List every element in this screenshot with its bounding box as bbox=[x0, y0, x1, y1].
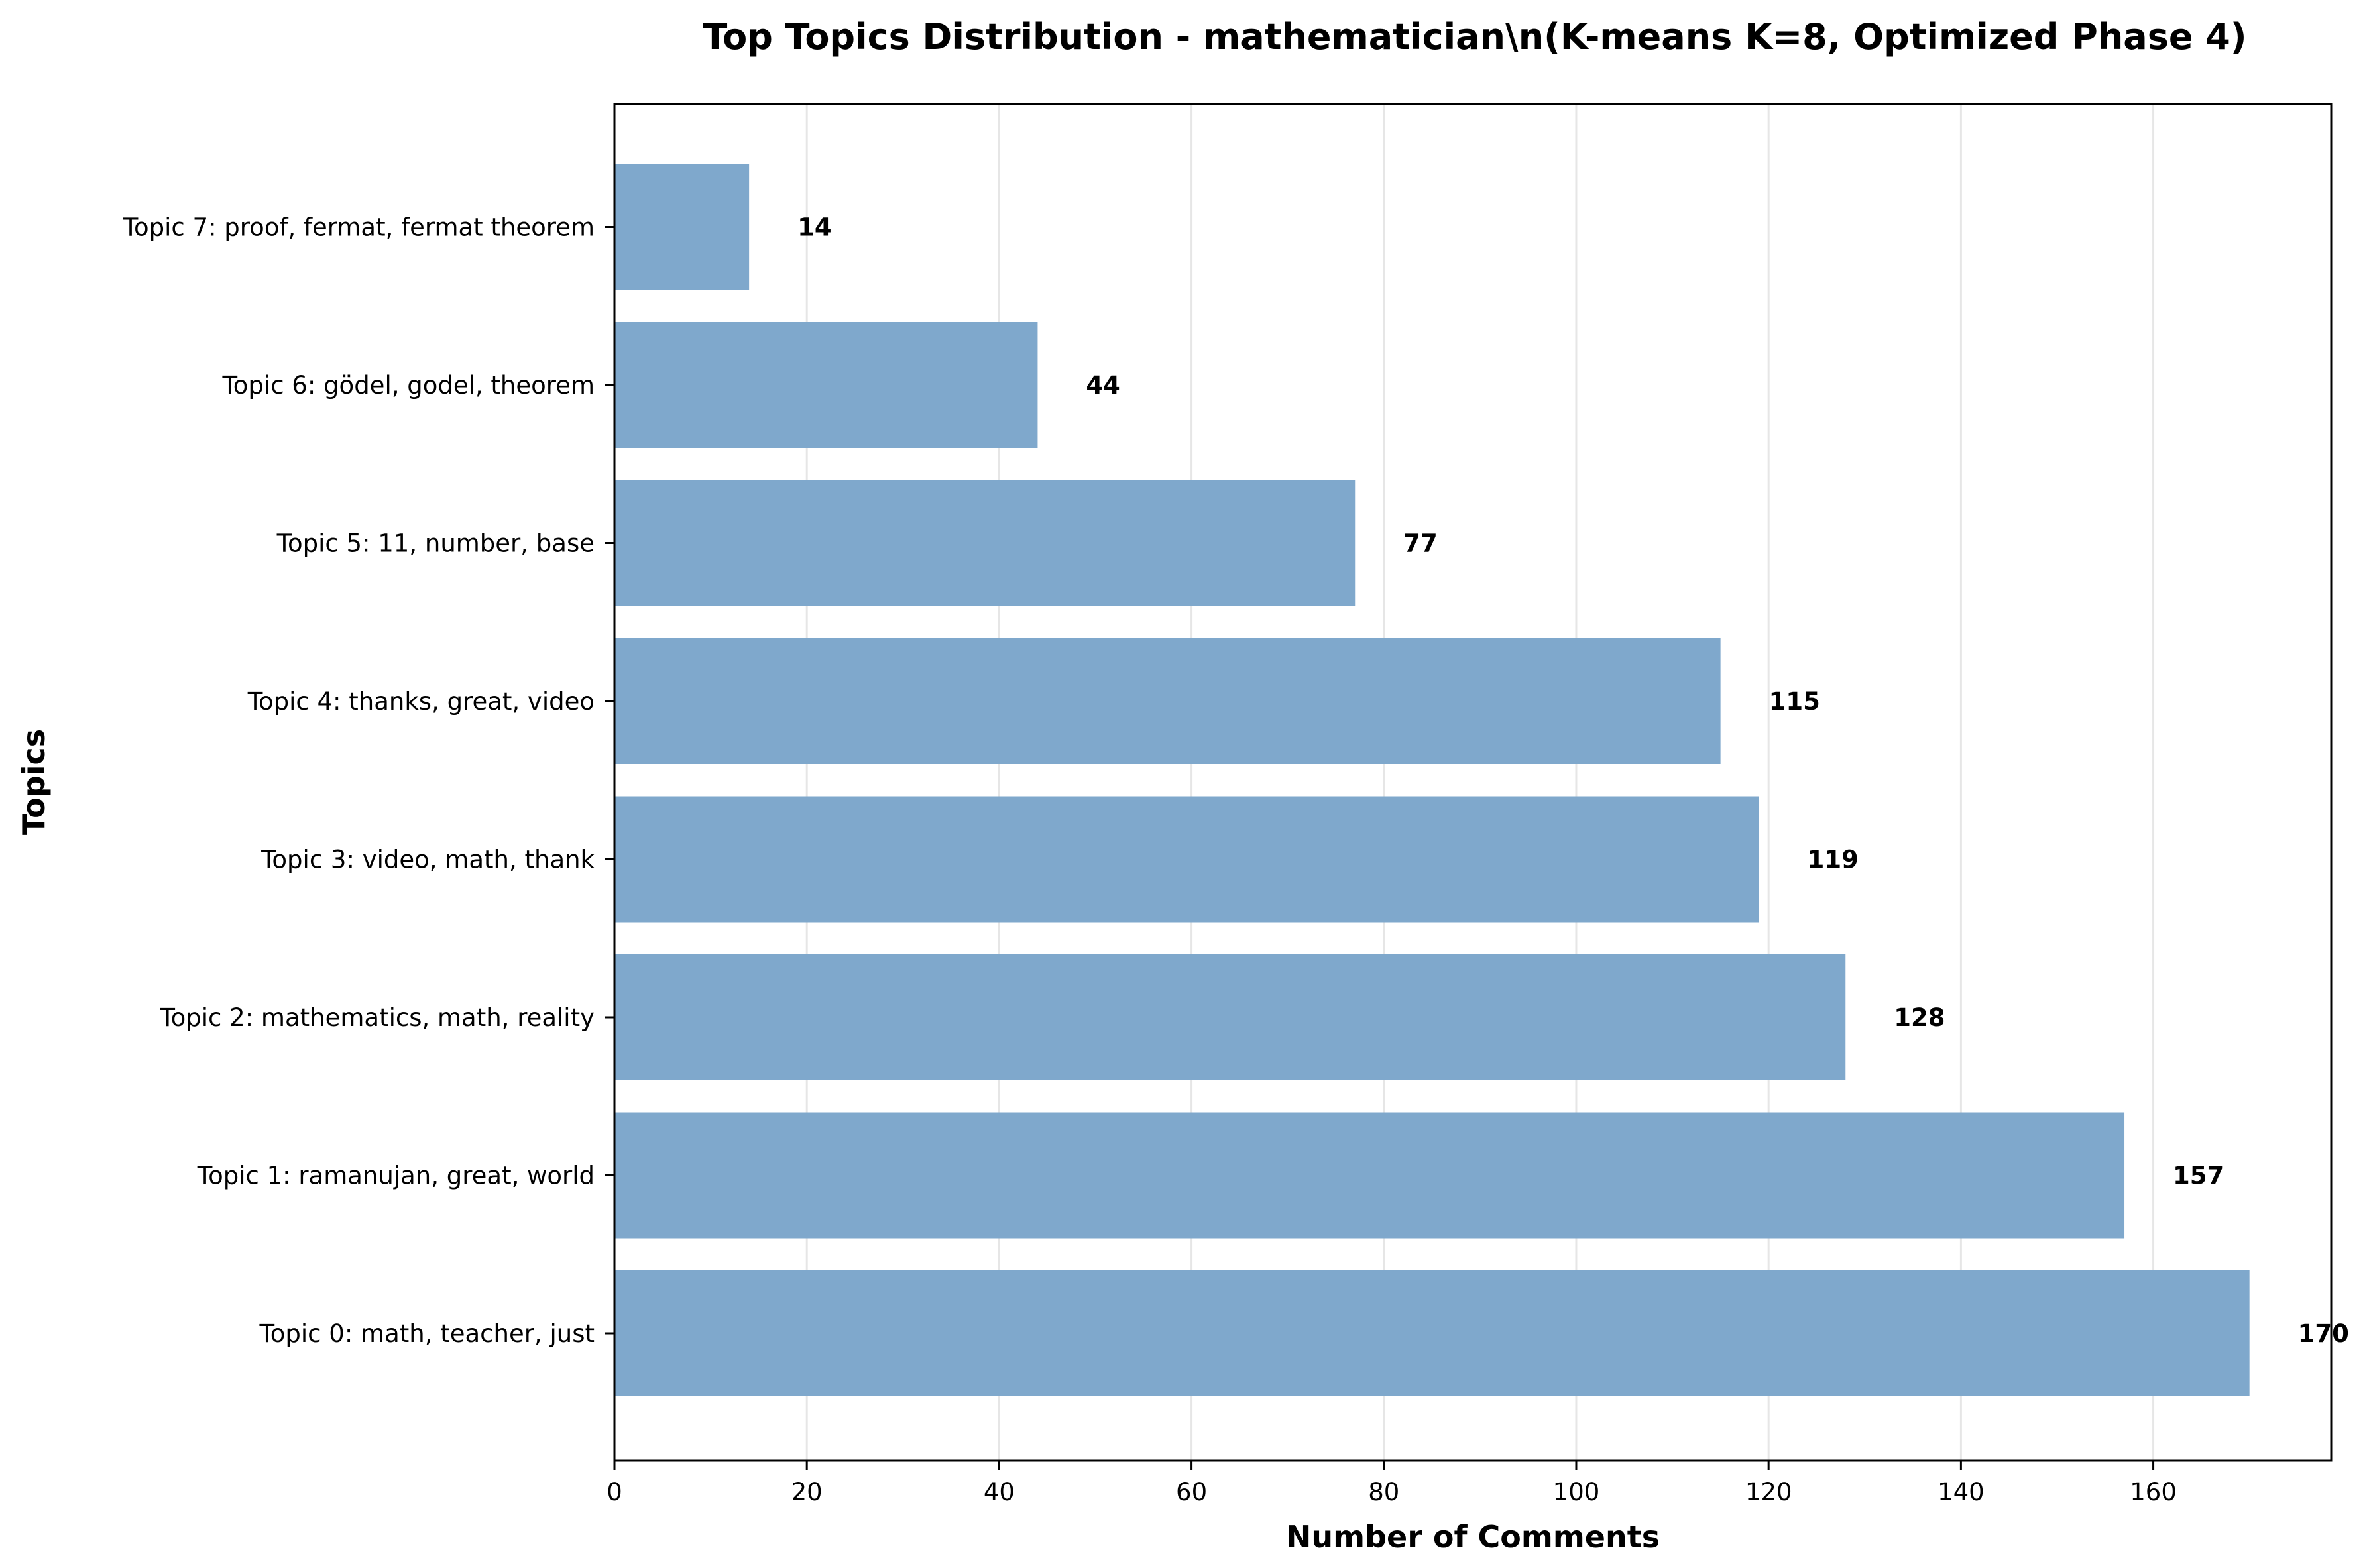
x-tick-label-120: 120 bbox=[1745, 1478, 1792, 1506]
data-label-topic-6: 44 bbox=[1086, 371, 1120, 400]
data-label-topic-4: 115 bbox=[1769, 687, 1820, 716]
x-tick-label-140: 140 bbox=[1937, 1478, 1985, 1506]
chart-title: Top Topics Distribution - mathematician\… bbox=[703, 16, 2246, 58]
y-tick-label-topic-7: Topic 7: proof, fermat, fermat theorem bbox=[123, 213, 595, 242]
bar-topic-2 bbox=[614, 954, 1846, 1080]
bars bbox=[614, 164, 2250, 1396]
data-label-topic-1: 157 bbox=[2173, 1162, 2224, 1190]
x-axis-label: Number of Comments bbox=[1286, 1519, 1660, 1555]
bar-topic-1 bbox=[614, 1112, 2125, 1239]
data-label-topic-0: 170 bbox=[2298, 1319, 2349, 1348]
x-tick-label-20: 20 bbox=[791, 1478, 823, 1506]
y-tick-label-topic-3: Topic 3: video, math, thank bbox=[260, 846, 595, 874]
bar-topic-5 bbox=[614, 480, 1356, 606]
x-tick-label-160: 160 bbox=[2130, 1478, 2177, 1506]
bar-topic-4 bbox=[614, 638, 1721, 764]
x-tick-label-80: 80 bbox=[1368, 1478, 1399, 1506]
x-axis-ticks: 0 20 40 60 80 100 120 140 160 bbox=[606, 1461, 2177, 1506]
data-label-topic-5: 77 bbox=[1403, 530, 1438, 558]
y-tick-label-topic-2: Topic 2: mathematics, math, reality bbox=[159, 1003, 595, 1032]
data-labels: 170 157 128 119 115 77 44 14 bbox=[797, 213, 2349, 1349]
data-label-topic-3: 119 bbox=[1808, 846, 1859, 874]
y-axis-ticks: Topic 0: math, teacher, just Topic 1: ram… bbox=[123, 213, 614, 1348]
bar-topic-7 bbox=[614, 164, 750, 290]
y-tick-label-topic-0: Topic 0: math, teacher, just bbox=[259, 1319, 595, 1348]
x-tick-label-40: 40 bbox=[984, 1478, 1015, 1506]
y-tick-label-topic-5: Topic 5: 11, number, base bbox=[276, 530, 595, 558]
y-tick-label-topic-1: Topic 1: ramanujan, great, world bbox=[197, 1162, 595, 1190]
y-axis-label: Topics bbox=[16, 729, 52, 835]
bar-topic-3 bbox=[614, 796, 1759, 923]
grid-lines bbox=[805, 104, 2155, 1461]
data-label-topic-7: 14 bbox=[797, 213, 832, 242]
x-tick-label-100: 100 bbox=[1553, 1478, 1600, 1506]
x-tick-label-60: 60 bbox=[1176, 1478, 1207, 1506]
x-tick-label-0: 0 bbox=[606, 1478, 622, 1506]
y-tick-label-topic-4: Topic 4: thanks, great, video bbox=[247, 687, 595, 716]
y-tick-label-topic-6: Topic 6: gödel, godel, theorem bbox=[221, 371, 595, 400]
plot-frame bbox=[613, 103, 2333, 1462]
bar-topic-0 bbox=[614, 1270, 2250, 1396]
bar-topic-6 bbox=[614, 322, 1038, 448]
data-label-topic-2: 128 bbox=[1894, 1003, 1945, 1032]
